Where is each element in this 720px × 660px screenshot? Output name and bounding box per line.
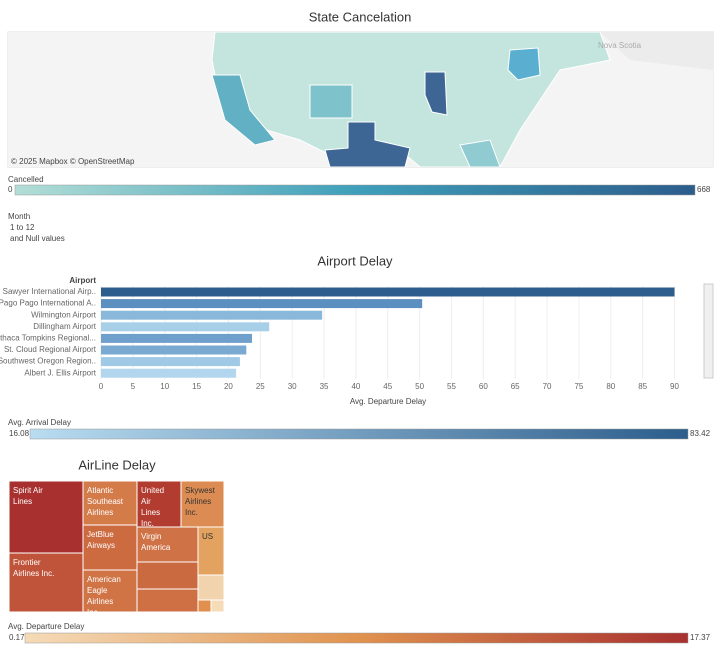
y-tick-label: Sawyer International Airp.. (3, 287, 96, 296)
treemap-label: Atlantic Southeast Airlines (87, 486, 124, 517)
x-tick-label: 0 (99, 382, 104, 391)
x-tick-label: 40 (351, 382, 360, 391)
legend-min: 0 (8, 185, 13, 194)
x-tick-label: 85 (638, 382, 647, 391)
map: Nova Scotia (8, 32, 713, 167)
legend-min: 16.08 (9, 429, 30, 438)
bar (101, 368, 237, 378)
bar (101, 322, 270, 332)
y-tick-label: Dillingham Airport (33, 322, 96, 331)
treemap-label: JetBlue Airways (87, 530, 115, 550)
y-tick-label: St. Cloud Regional Airport (4, 345, 97, 354)
bar (101, 357, 240, 367)
bar (101, 310, 323, 320)
category-header: Airport (69, 276, 96, 285)
filter-range: 1 to 12 (10, 223, 35, 232)
map-label: Nova Scotia (598, 41, 642, 50)
y-tick-label: Pago Pago International A.. (0, 299, 96, 308)
bar (101, 333, 253, 343)
treemap-cell (8, 552, 84, 613)
treemap-cell (197, 574, 225, 601)
y-tick-label: Southwest Oregon Region.. (0, 357, 96, 366)
x-tick-label: 25 (256, 382, 265, 391)
x-tick-label: 30 (288, 382, 297, 391)
state-shape (507, 47, 541, 81)
legend-max: 83.42 (690, 429, 711, 438)
bar (101, 299, 423, 309)
legend-title: Avg. Departure Delay (8, 622, 84, 631)
legend-title: Cancelled (8, 175, 44, 184)
x-tick-label: 20 (224, 382, 233, 391)
treemap-label: United Air Lines Inc. (141, 486, 164, 528)
x-tick-label: 60 (479, 382, 488, 391)
x-tick-label: 70 (543, 382, 552, 391)
x-tick-label: 50 (415, 382, 424, 391)
map-title: State Cancelation (309, 9, 412, 24)
state-shape (324, 121, 411, 167)
treemap-label: Skywest Airlines Inc. (185, 486, 216, 517)
x-tick-label: 75 (574, 382, 583, 391)
x-tick-label: 90 (670, 382, 679, 391)
treemap-cell (136, 561, 199, 590)
map-attribution: © 2025 Mapbox © OpenStreetMap (11, 157, 135, 166)
legend-max: 17.37 (690, 633, 711, 642)
treemap-cell (197, 526, 225, 576)
treemap-title: AirLine Delay (78, 457, 156, 472)
x-tick-label: 10 (160, 382, 169, 391)
legend-bar (29, 428, 689, 440)
state-shape (424, 71, 448, 116)
treemap-label: American Eagle Airlines Inc. (87, 575, 121, 617)
x-axis-label: Avg. Departure Delay (350, 397, 426, 406)
treemap-cell (136, 588, 199, 613)
bar-title: Airport Delay (317, 253, 393, 268)
y-tick-label: Ithaca Tompkins Regional... (0, 334, 96, 343)
treemap-label: US (202, 532, 213, 541)
y-tick-label: Wilmington Airport (31, 310, 97, 319)
x-tick-label: 55 (447, 382, 456, 391)
treemap-cell (210, 599, 225, 613)
x-tick-label: 15 (192, 382, 201, 391)
x-tick-label: 5 (131, 382, 136, 391)
legend-bar (24, 632, 689, 644)
state-shape (309, 84, 353, 119)
canada-land (600, 32, 713, 70)
scrollbar[interactable] (703, 283, 714, 379)
legend-bar (14, 184, 696, 196)
treemap-cell (8, 480, 84, 554)
bar (101, 287, 675, 297)
legend-max: 668 (697, 185, 711, 194)
bar (101, 345, 247, 355)
treemap-label: Spirit Air Lines (13, 486, 43, 506)
x-tick-label: 80 (606, 382, 615, 391)
x-tick-label: 45 (383, 382, 392, 391)
x-tick-label: 65 (511, 382, 520, 391)
state-shape (211, 74, 276, 146)
treemap-cell (197, 599, 212, 613)
state-shape (459, 139, 501, 167)
legend-title: Avg. Arrival Delay (8, 418, 71, 427)
legend-min: 0.17 (9, 633, 25, 642)
x-tick-label: 35 (320, 382, 329, 391)
y-tick-label: Albert J. Ellis Airport (24, 368, 96, 377)
treemap-label: Virgin America (141, 532, 171, 552)
treemap-cell (82, 569, 138, 613)
treemap-label: Frontier Airlines Inc. (13, 558, 54, 578)
filter-title: Month (8, 212, 30, 221)
filter-note: and Null values (10, 234, 65, 243)
